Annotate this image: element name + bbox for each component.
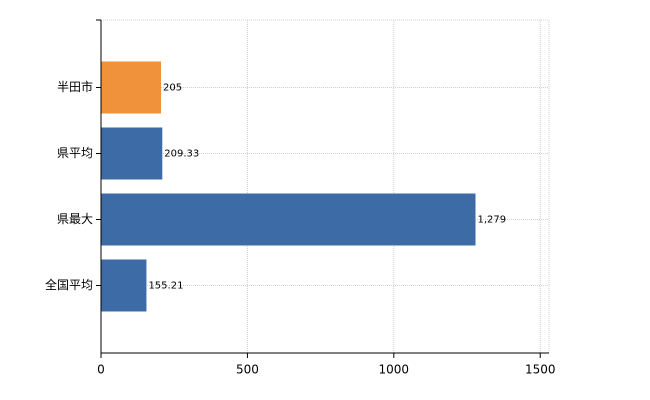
y-tick-label: 県平均	[57, 146, 93, 160]
bar	[101, 127, 163, 180]
y-tick-label: 全国平均	[45, 277, 93, 292]
y-tick-label: 県最大	[57, 212, 93, 226]
x-tick-label: 1500	[525, 363, 556, 377]
bar	[101, 61, 162, 114]
value-label: 1,279	[478, 215, 507, 226]
value-label: 209.33	[164, 149, 199, 160]
bar	[101, 259, 147, 312]
x-tick-label: 0	[97, 363, 105, 377]
bar	[101, 193, 476, 246]
x-tick-label: 1000	[379, 363, 410, 377]
y-tick-label: 半田市	[57, 79, 93, 94]
value-label: 205	[163, 83, 182, 94]
x-tick-label: 500	[236, 363, 259, 377]
value-label: 155.21	[148, 281, 183, 292]
